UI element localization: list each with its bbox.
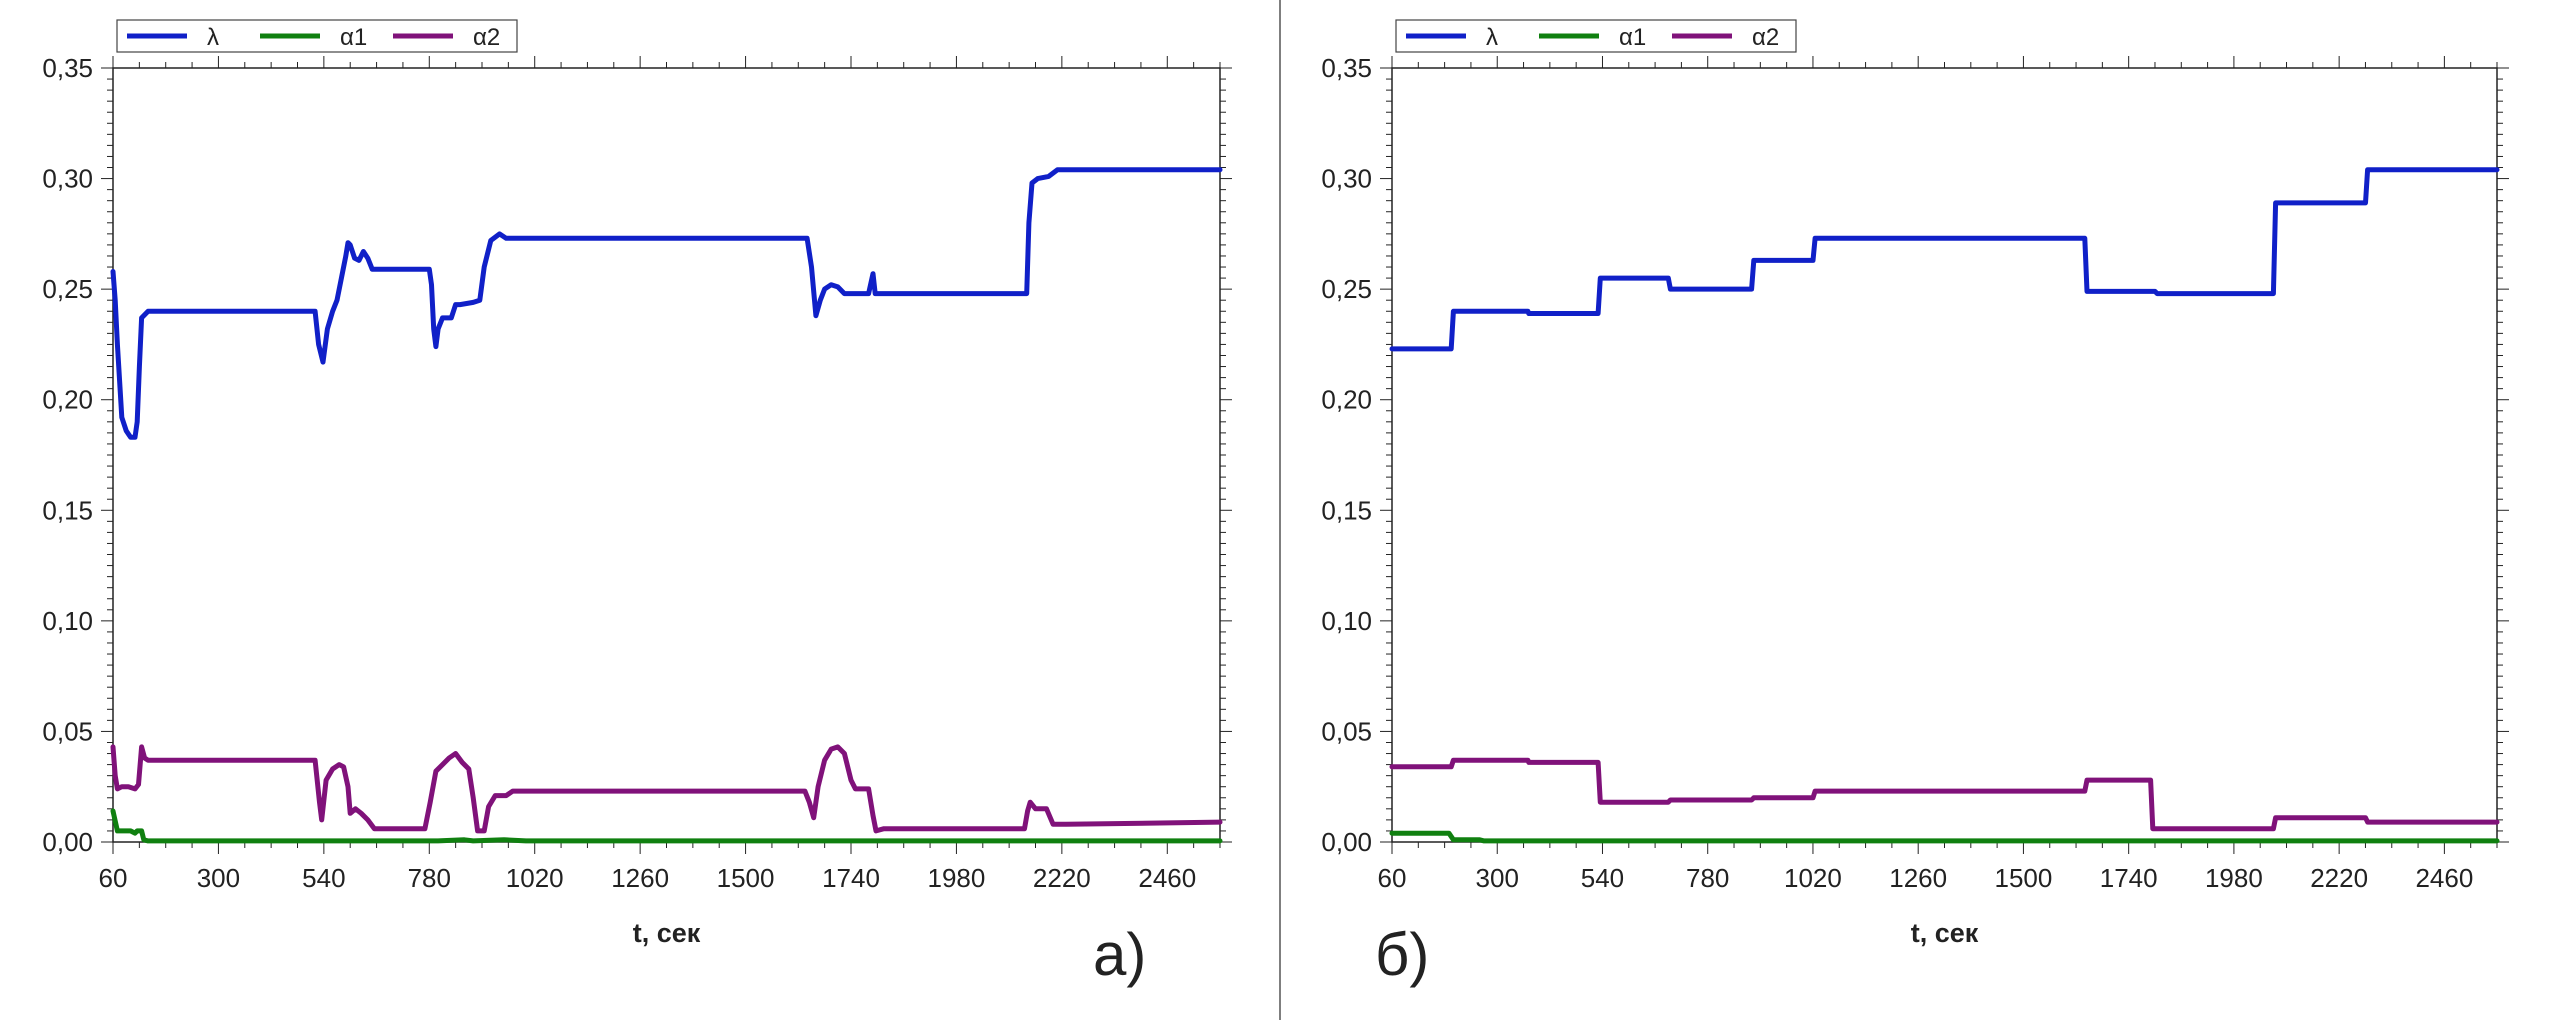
x-axis-title: t, сек bbox=[633, 918, 701, 948]
x-tick-label: 1980 bbox=[928, 863, 986, 893]
y-tick-label: 0,10 bbox=[1321, 606, 1372, 636]
x-tick-label: 2460 bbox=[2415, 863, 2473, 893]
x-tick-label: 540 bbox=[1581, 863, 1624, 893]
x-tick-label: 60 bbox=[99, 863, 128, 893]
legend-label-alpha1: α1 bbox=[340, 24, 367, 51]
y-tick-label: 0,30 bbox=[42, 164, 93, 194]
y-tick-label: 0,30 bbox=[1321, 164, 1372, 194]
panel-label-b: б) bbox=[1375, 921, 1429, 988]
x-tick-label: 1980 bbox=[2205, 863, 2263, 893]
y-tick-label: 0,00 bbox=[1321, 827, 1372, 857]
y-tick-label: 0,00 bbox=[42, 827, 93, 857]
x-tick-label: 60 bbox=[1378, 863, 1407, 893]
x-tick-label: 1500 bbox=[717, 863, 775, 893]
plot-frame bbox=[112, 67, 1221, 843]
x-tick-label: 1500 bbox=[1995, 863, 2053, 893]
y-tick-label: 0,35 bbox=[1321, 53, 1372, 83]
x-tick-label: 300 bbox=[197, 863, 240, 893]
x-tick-label: 2220 bbox=[2310, 863, 2368, 893]
legend: λ α1 α2 bbox=[116, 19, 518, 53]
legend-label-lambda: λ bbox=[207, 24, 219, 51]
plot-frame bbox=[1391, 67, 2498, 843]
y-tick-label: 0,10 bbox=[42, 606, 93, 636]
x-tick-label: 2460 bbox=[1138, 863, 1196, 893]
y-tick-label: 0,25 bbox=[1321, 274, 1372, 304]
series-line-alpha2 bbox=[1389, 757, 2500, 832]
legend: λ α1 α2 bbox=[1395, 19, 1797, 53]
x-tick-label: 780 bbox=[408, 863, 451, 893]
legend-label-alpha2: α2 bbox=[1752, 24, 1779, 51]
y-tick-label: 0,25 bbox=[42, 274, 93, 304]
panel-label-a: а) bbox=[1093, 921, 1146, 988]
series-line-lambda bbox=[1389, 167, 2500, 352]
x-tick-label: 1020 bbox=[506, 863, 564, 893]
x-tick-label: 540 bbox=[302, 863, 345, 893]
x-tick-label: 300 bbox=[1476, 863, 1519, 893]
x-axis-title: t, сек bbox=[1911, 918, 1979, 948]
chart-panel-a: 0,00 0,05 0,10 0,15 0,20 0,25 0,30 0,35 60 300 540… bbox=[42, 19, 1232, 948]
y-tick-label: 0,05 bbox=[42, 716, 93, 746]
series-line-alpha2 bbox=[110, 744, 1223, 834]
y-tick-label: 0,15 bbox=[1321, 495, 1372, 525]
y-tick-label: 0,35 bbox=[42, 53, 93, 83]
y-tick-label: 0,20 bbox=[42, 385, 93, 415]
x-tick-label: 1740 bbox=[822, 863, 880, 893]
series-line-alpha1 bbox=[110, 808, 1223, 844]
y-tick-label: 0,05 bbox=[1321, 716, 1372, 746]
x-tick-label: 2220 bbox=[1033, 863, 1091, 893]
x-tick-label: 1740 bbox=[2100, 863, 2158, 893]
series-line-lambda bbox=[110, 167, 1223, 440]
legend-label-lambda: λ bbox=[1486, 24, 1498, 51]
x-tick-label: 1260 bbox=[1889, 863, 1947, 893]
y-tick-label: 0,20 bbox=[1321, 385, 1372, 415]
legend-label-alpha1: α1 bbox=[1619, 24, 1646, 51]
x-tick-label: 780 bbox=[1686, 863, 1729, 893]
series-line-alpha1 bbox=[1389, 830, 2500, 844]
chart-panel-b: 0,00 0,05 0,10 0,15 0,20 0,25 0,30 0,35 60 300 540… bbox=[1321, 19, 2509, 948]
y-tick-label: 0,15 bbox=[42, 495, 93, 525]
legend-label-alpha2: α2 bbox=[473, 24, 500, 51]
x-tick-label: 1020 bbox=[1784, 863, 1842, 893]
x-tick-label: 1260 bbox=[611, 863, 669, 893]
